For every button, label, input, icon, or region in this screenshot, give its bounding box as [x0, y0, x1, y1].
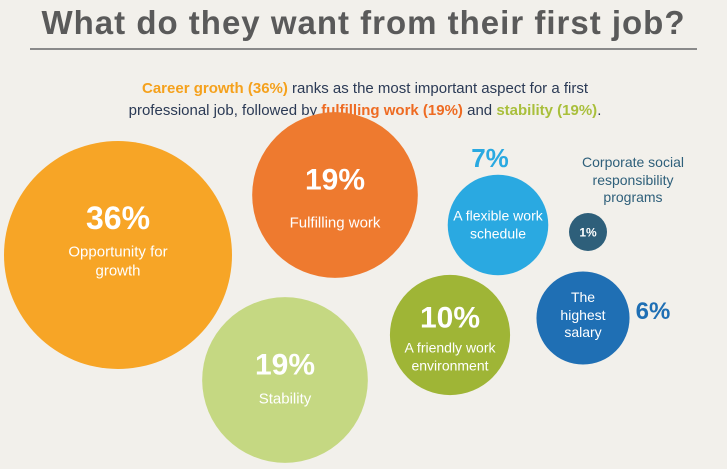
- category-label: A friendly work environment: [404, 339, 496, 374]
- bubble: [536, 271, 630, 365]
- value-label: 19%: [304, 163, 366, 197]
- subtitle-part: ranks as the most important aspect for a…: [128, 80, 588, 119]
- category-label: Corporate social responsibility programs: [582, 153, 684, 205]
- category-label: Opportunity for growth: [68, 243, 168, 279]
- category-label: Fulfilling work: [289, 214, 381, 232]
- bubble: [447, 174, 549, 276]
- category-label: A flexible work schedule: [453, 207, 543, 242]
- subtitle: Career growth (36%) ranks as the most im…: [110, 78, 620, 122]
- value-label: 7%: [471, 142, 509, 173]
- subtitle-part: Career growth (36%): [142, 80, 288, 97]
- bubble: [202, 297, 368, 463]
- title: What do they want from their first job?: [41, 4, 686, 41]
- value-label: 10%: [419, 301, 481, 335]
- title-underline: [30, 48, 697, 50]
- value-label: 19%: [254, 348, 316, 382]
- subtitle-part: stability (19%): [496, 102, 598, 119]
- bubble: [4, 141, 232, 369]
- subtitle-part: and: [462, 102, 497, 119]
- subtitle-part: fulfilling work (19%): [321, 102, 463, 119]
- value-label: 6%: [635, 298, 671, 325]
- category-label: Stability: [258, 390, 312, 408]
- value-label: 1%: [579, 225, 597, 240]
- subtitle-part: .: [597, 102, 602, 119]
- bubble: [252, 112, 418, 278]
- bubble: [389, 274, 511, 396]
- bubble: [569, 213, 607, 251]
- value-label: 36%: [85, 200, 151, 236]
- category-label: The highest salary: [560, 288, 606, 340]
